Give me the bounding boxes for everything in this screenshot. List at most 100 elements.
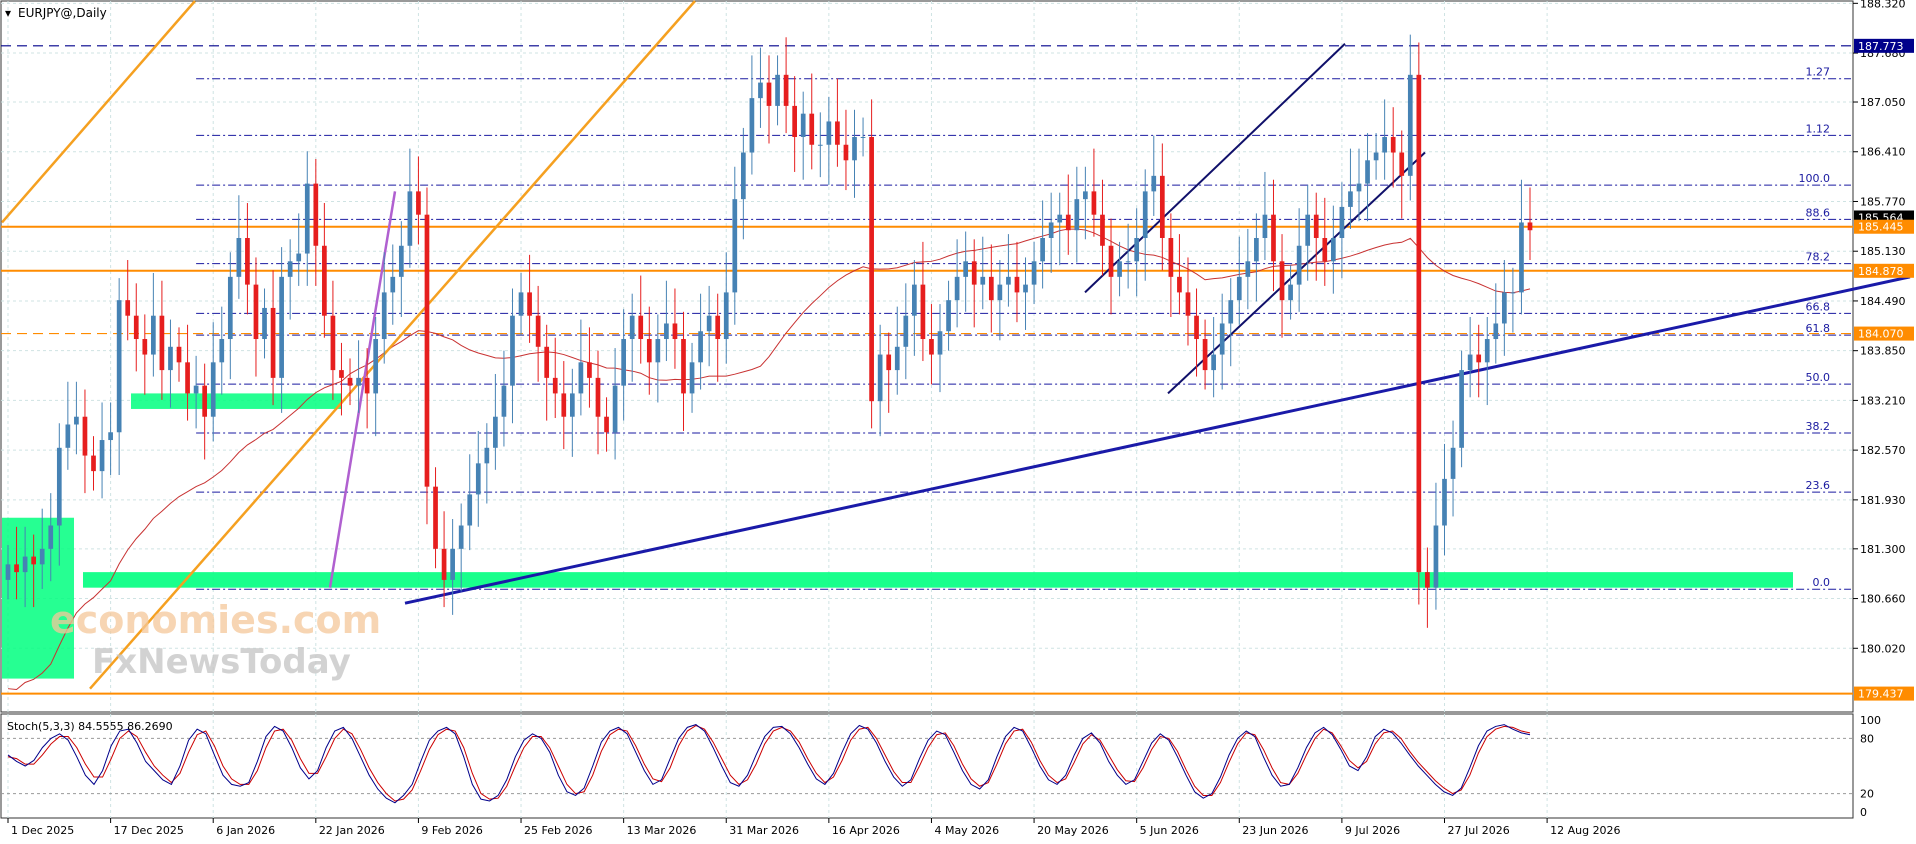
- candle-body: [886, 354, 892, 371]
- candle-body: [1467, 354, 1473, 371]
- candle-body: [809, 113, 815, 145]
- chart-symbol-label: EURJPY@,Daily: [18, 6, 107, 20]
- price-axis: 188.320187.680187.050186.410185.770185.1…: [1853, 0, 1914, 701]
- candle-body: [1476, 354, 1482, 363]
- candle-body: [681, 339, 686, 394]
- stoch-scale-label: 20: [1860, 788, 1874, 801]
- candle-body: [1288, 284, 1293, 301]
- fib-label: 38.2: [1806, 420, 1831, 433]
- candle-body: [347, 377, 353, 386]
- fib-label: 66.8: [1806, 300, 1831, 313]
- candle-body: [304, 183, 310, 254]
- candle-body: [1527, 222, 1533, 231]
- candle-body: [279, 276, 284, 378]
- candle-body: [202, 385, 208, 417]
- candle-body: [1245, 261, 1251, 277]
- date-label: 13 Mar 2026: [627, 824, 697, 837]
- candle-body: [475, 463, 481, 495]
- candle-body: [1425, 572, 1430, 588]
- candle-body: [843, 144, 849, 161]
- candle-body: [193, 385, 199, 394]
- candle-body: [1348, 191, 1353, 207]
- candle-body: [988, 276, 994, 301]
- candle-body: [1014, 276, 1020, 293]
- candle-body: [604, 416, 609, 433]
- axis-price-badge: [1854, 219, 1914, 234]
- date-label: 23 Jun 2026: [1242, 824, 1308, 837]
- stoch-k-line: [7, 724, 1531, 804]
- support-zone-long: [83, 572, 1793, 588]
- candle-body: [1262, 214, 1268, 238]
- axis-tick-label: 183.850: [1860, 345, 1906, 358]
- candle-body: [749, 98, 755, 153]
- candle-body: [937, 331, 943, 355]
- candle-body: [493, 416, 498, 448]
- candle-body: [894, 346, 900, 371]
- axis-price-badge: [1854, 326, 1914, 341]
- candle-body: [48, 525, 54, 549]
- date-label: 9 Feb 2026: [421, 824, 482, 837]
- candle-body: [441, 548, 447, 580]
- candle-body: [1356, 183, 1362, 192]
- candle-body: [322, 245, 327, 316]
- candle-body: [458, 525, 464, 549]
- candle-body: [1271, 214, 1276, 262]
- channel-line: [1, 0, 196, 224]
- price-level-lines: [1, 45, 1853, 695]
- candle-body: [236, 238, 242, 277]
- candle-body: [253, 284, 259, 340]
- candle-body: [210, 362, 216, 417]
- candle-body: [1493, 323, 1499, 340]
- support-zones: [2, 393, 1793, 679]
- candle-body: [1031, 261, 1037, 285]
- rising-trendline: [404, 275, 1911, 605]
- candle-body: [1416, 74, 1422, 573]
- candle-body: [450, 548, 455, 580]
- axis-tick-label: 185.770: [1860, 195, 1906, 208]
- candle-body: [1057, 214, 1063, 223]
- candle-body: [91, 455, 96, 472]
- candle-body: [800, 113, 806, 137]
- fib-label: 61.8: [1806, 322, 1831, 335]
- axis-price-badge-label: 187.773: [1858, 40, 1904, 53]
- candle-body: [227, 276, 233, 340]
- axis-price-badge-label: 184.070: [1858, 328, 1904, 341]
- candle-body: [484, 447, 490, 464]
- candle-body: [638, 315, 644, 340]
- candles: [5, 34, 1533, 628]
- candle-body: [373, 339, 379, 394]
- axis-price-badge-label: 184.878: [1858, 265, 1904, 278]
- candle-body: [1390, 136, 1396, 153]
- candle-body: [621, 339, 626, 386]
- fib-label: 78.2: [1806, 251, 1831, 264]
- candle-body: [1006, 276, 1011, 285]
- candle-body: [467, 494, 473, 526]
- stoch-indicator: 100 80 20 0: [1, 714, 1881, 819]
- candle-body: [1219, 323, 1225, 355]
- candle-body: [1450, 447, 1456, 479]
- candle-body: [22, 556, 28, 573]
- moving-average: [7, 228, 1531, 690]
- candle-body: [364, 377, 370, 394]
- candle-body: [835, 121, 840, 145]
- candle-body: [535, 315, 541, 347]
- candle-body: [313, 183, 319, 246]
- candle-body: [758, 82, 763, 99]
- candle-body: [185, 362, 190, 394]
- candle-body: [1313, 214, 1319, 238]
- candle-body: [817, 144, 823, 146]
- candle-body: [1322, 238, 1328, 262]
- candle-body: [74, 416, 79, 425]
- date-label: 6 Jan 2026: [216, 824, 275, 837]
- support-zone-small: [131, 393, 342, 409]
- symbol-arrow-icon[interactable]: ▾: [5, 6, 11, 20]
- candle-body: [39, 548, 45, 565]
- candle-body: [655, 339, 661, 363]
- candle-body: [1399, 152, 1405, 176]
- axis-tick-label: 181.300: [1860, 543, 1906, 556]
- candle-body: [219, 339, 225, 363]
- candle-body: [723, 292, 729, 340]
